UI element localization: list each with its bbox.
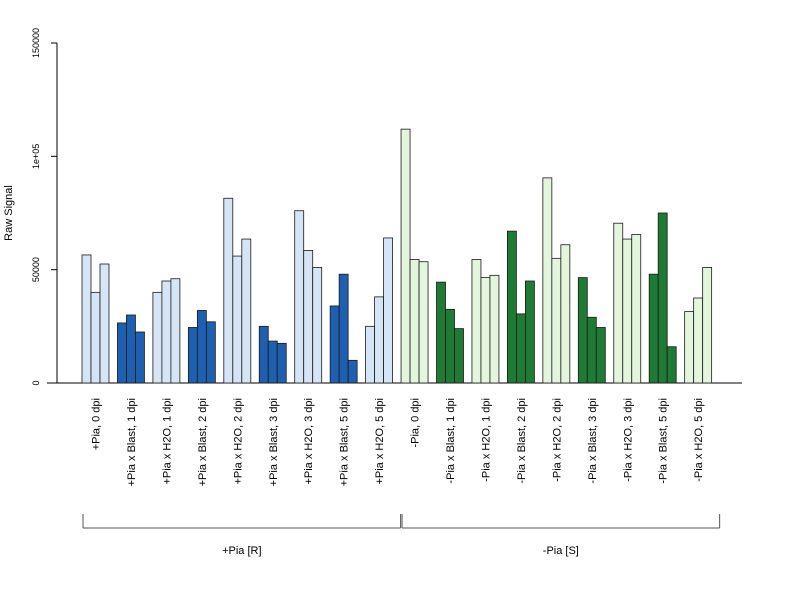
bar <box>241 238 252 384</box>
bar <box>516 313 526 384</box>
category-label: -Pia x Blast, 2 dpi <box>516 398 528 484</box>
bar <box>329 305 340 384</box>
bar <box>586 316 597 384</box>
category-label: -Pia x H2O, 1 dpi <box>480 398 492 482</box>
bar <box>666 346 677 384</box>
bar <box>338 273 349 384</box>
bar <box>205 321 216 384</box>
category-label: -Pia x Blast, 1 dpi <box>445 398 457 484</box>
category-label: -Pia x H2O, 5 dpi <box>693 398 705 482</box>
bar <box>347 359 358 384</box>
bar <box>613 222 624 384</box>
bar <box>196 310 207 384</box>
category-label: +Pia x Blast, 2 dpi <box>197 398 209 486</box>
bar <box>684 311 695 384</box>
bar <box>152 291 163 384</box>
category-label: +Pia x H2O, 1 dpi <box>161 398 173 485</box>
bar <box>258 325 269 384</box>
y-tick-label: 150000 <box>31 28 41 58</box>
bar <box>436 281 446 384</box>
group-brackets: +Pia [R] -Pia [S] <box>82 514 721 557</box>
bar <box>303 249 314 384</box>
category-label: +Pia x H2O, 2 dpi <box>232 398 244 485</box>
category-label: +Pia x Blast, 5 dpi <box>339 398 351 486</box>
bar <box>294 210 305 384</box>
bar <box>471 259 482 384</box>
bar <box>622 238 633 384</box>
bar <box>542 177 553 384</box>
category-label: +Pia x H2O, 3 dpi <box>303 398 315 485</box>
category-label: +Pia x H2O, 5 dpi <box>374 398 386 485</box>
bars <box>81 128 713 384</box>
bar <box>99 263 110 384</box>
bar <box>312 266 323 384</box>
y-axis-title: Raw Signal <box>3 185 15 241</box>
bar <box>445 308 455 384</box>
bar <box>383 237 394 384</box>
bar <box>551 257 562 384</box>
bar <box>223 197 234 384</box>
bar <box>400 128 411 384</box>
bar <box>170 278 181 384</box>
bar <box>409 259 420 384</box>
bar <box>90 291 101 384</box>
bar <box>631 234 642 384</box>
bar <box>595 327 606 384</box>
category-label: +Pia x Blast, 3 dpi <box>268 398 280 486</box>
bar <box>365 325 376 384</box>
group-label: +Pia [R] <box>222 545 261 557</box>
bar <box>232 255 243 384</box>
y-tick-label: 1e+05 <box>31 144 41 169</box>
bar <box>506 230 517 384</box>
bar <box>577 277 588 384</box>
bar <box>117 322 127 384</box>
y-axis: 0 50000 1e+05 150000 <box>31 28 58 386</box>
bar <box>648 273 659 384</box>
bar <box>276 342 287 384</box>
bar <box>135 331 145 384</box>
bar <box>525 280 535 384</box>
bar <box>693 297 704 384</box>
category-label: -Pia x Blast, 5 dpi <box>658 398 670 484</box>
bar <box>81 254 92 384</box>
bar <box>374 296 385 384</box>
bar <box>480 277 491 384</box>
bar <box>267 340 278 384</box>
y-tick-label: 0 <box>31 380 41 385</box>
bar <box>489 274 500 384</box>
category-label: -Pia x Blast, 3 dpi <box>587 398 599 484</box>
bar <box>418 261 429 384</box>
bar <box>187 327 198 384</box>
bar <box>161 280 172 384</box>
category-label: +Pia x Blast, 1 dpi <box>126 398 138 486</box>
bar <box>702 266 713 384</box>
bar <box>657 212 668 384</box>
category-label: -Pia, 0 dpi <box>410 398 422 448</box>
group-label: -Pia [S] <box>543 545 579 557</box>
y-ticks: 0 50000 1e+05 150000 <box>31 28 57 386</box>
category-label: -Pia x H2O, 2 dpi <box>551 398 563 482</box>
category-labels: +Pia, 0 dpi +Pia x Blast, 1 dpi +Pia x H2O… <box>91 398 706 486</box>
bar <box>126 314 136 384</box>
y-tick-label: 50000 <box>31 257 41 282</box>
category-label: +Pia, 0 dpi <box>91 398 103 450</box>
category-label: -Pia x H2O, 3 dpi <box>622 398 634 482</box>
bar <box>560 244 571 384</box>
bar <box>454 328 464 384</box>
